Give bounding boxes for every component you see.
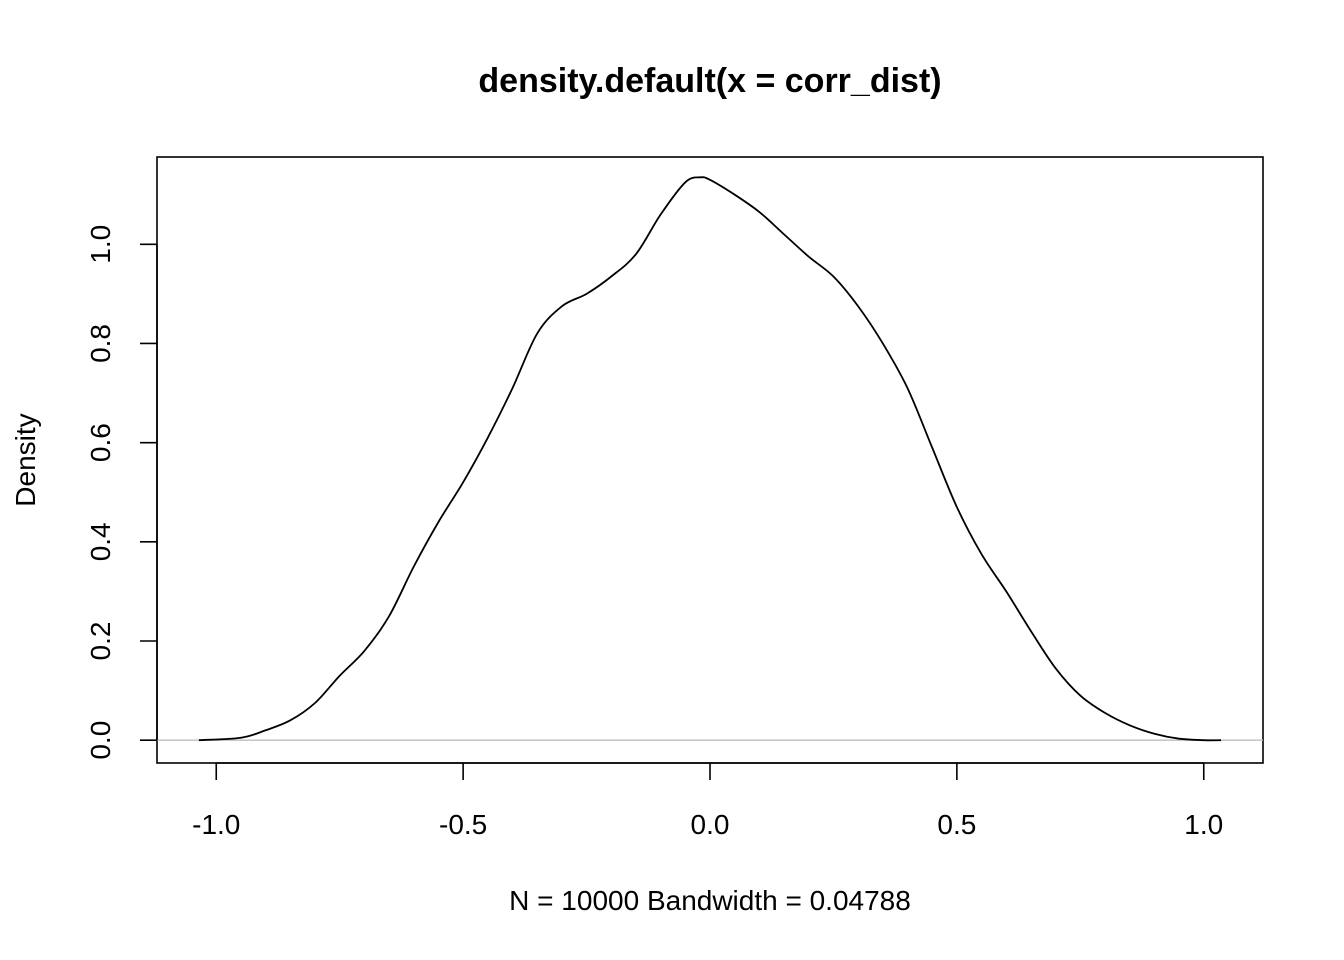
y-tick-label: 0.2 [85, 622, 116, 661]
x-tick-label: -1.0 [192, 809, 240, 840]
plot-frame [156, 156, 1264, 764]
x-tick-label: -0.5 [439, 809, 487, 840]
x-axis-label: N = 10000 Bandwidth = 0.04788 [509, 885, 911, 916]
y-tick-label: 0.4 [85, 522, 116, 561]
y-tick-label: 1.0 [85, 225, 116, 264]
x-tick-label: 0.5 [937, 809, 976, 840]
x-tick-label: 0.0 [691, 809, 730, 840]
density-curve [198, 176, 1222, 742]
y-tick-label: 0.6 [85, 423, 116, 462]
y-axis: 0.0 0.2 0.4 0.6 0.8 1.0 [85, 225, 158, 760]
y-tick-label: 0.0 [85, 721, 116, 760]
y-axis-label: Density [10, 413, 41, 506]
y-tick-label: 0.8 [85, 324, 116, 363]
x-tick-label: 1.0 [1184, 809, 1223, 840]
x-axis: -1.0 -0.5 0.0 0.5 1.0 [192, 762, 1223, 840]
chart-title: density.default(x = corr_dist) [478, 62, 941, 100]
